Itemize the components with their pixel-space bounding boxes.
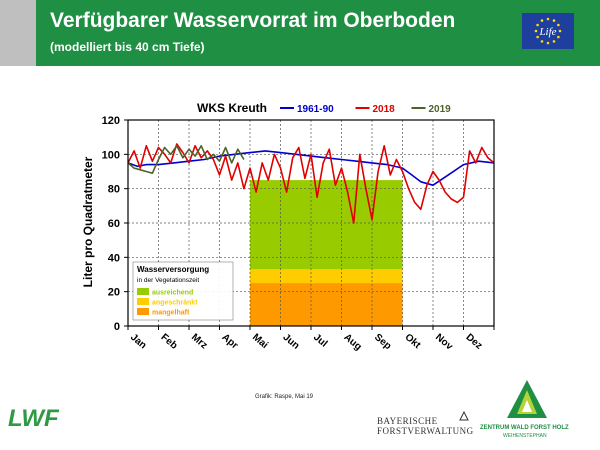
y-tick-label: 80	[108, 184, 120, 196]
eu-life-logo-icon: Life	[522, 13, 574, 49]
legend-label-2019: 2019	[429, 104, 452, 115]
eu-star-icon	[552, 19, 556, 22]
x-tick-label: Apr	[220, 332, 240, 352]
legend-label-2018: 2018	[373, 104, 396, 115]
page-title: Verfügbarer Wasservorrat im Oberboden	[50, 9, 456, 32]
lwf-logo-text: LWF	[8, 405, 60, 431]
eu-star-icon	[546, 17, 550, 21]
vegetation-legend-subtitle: in der Vegetationszeit	[137, 277, 199, 284]
eu-star-icon	[536, 35, 539, 39]
y-tick-label: 0	[114, 321, 120, 333]
header-band: Verfügbarer Wasservorrat im Oberboden (m…	[0, 0, 600, 66]
vegetation-legend-swatch	[137, 308, 149, 315]
x-tick-label: Mrz	[189, 332, 209, 352]
page-subtitle: (modelliert bis 40 cm Tiefe)	[50, 40, 205, 54]
y-tick-label: 20	[108, 287, 120, 299]
y-tick-label: 100	[102, 149, 120, 161]
zentrum-line1: ZENTRUM WALD FORST HOLZ	[480, 425, 569, 431]
water-storage-chart: WKS Kreuth 1961-90 2018 2019 Liter pro Qua…	[81, 101, 495, 353]
bayern-lion-icon	[459, 410, 469, 421]
bayern-forst-line2: FORSTVERWALTUNG	[377, 426, 474, 436]
eu-star-icon	[536, 23, 539, 27]
vegetation-band-mangelhaft	[250, 283, 403, 326]
y-tick-label: 120	[102, 115, 120, 127]
vegetation-legend-swatch	[137, 288, 149, 295]
vegetation-legend-label: mangelhaft	[152, 310, 190, 317]
zentrum-wald-logo-icon	[507, 380, 547, 418]
x-tick-label: Sep	[372, 332, 393, 352]
eu-star-icon	[558, 29, 562, 33]
x-tick-label: Jan	[128, 332, 148, 352]
vegetation-band-angespannt	[250, 269, 403, 284]
vegetation-legend-title: Wasserversorgung	[137, 265, 209, 274]
eu-star-icon	[540, 40, 544, 43]
chart-credit: Grafik: Raspe, Mai 19	[255, 394, 314, 400]
y-axis-label: Liter pro Quadratmeter	[81, 156, 95, 287]
chart-title: WKS Kreuth	[197, 101, 267, 115]
vegetation-legend-swatch	[137, 298, 149, 305]
lwf-logo-icon: LWF	[8, 405, 60, 431]
legend-label-1961-90: 1961-90	[297, 104, 334, 115]
bayern-forst-line1: BAYERISCHE	[377, 416, 438, 426]
series-line-2018	[127, 143, 495, 224]
eu-life-text: Life	[538, 26, 556, 38]
x-tick-label: Okt	[403, 332, 423, 352]
x-tick-label: Feb	[159, 332, 180, 352]
y-tick-label: 60	[108, 218, 120, 230]
x-tick-label: Jun	[281, 332, 302, 352]
eu-star-icon	[557, 35, 560, 39]
vegetation-legend-label: angeschränkt	[152, 300, 198, 307]
eu-star-icon	[540, 19, 544, 22]
zentrum-line2: WEIHENSTEPHAN	[503, 433, 547, 439]
eu-star-icon	[552, 40, 556, 43]
y-tick-label: 40	[108, 252, 120, 264]
header-left-tab	[0, 0, 36, 66]
x-tick-label: Mai	[250, 332, 270, 351]
eu-star-icon	[534, 29, 538, 33]
x-tick-label: Jul	[311, 332, 329, 350]
eu-star-icon	[546, 41, 550, 45]
x-tick-label: Nov	[433, 332, 455, 353]
x-tick-label: Dez	[464, 332, 485, 352]
x-tick-label: Aug	[342, 332, 364, 353]
series-line-2019	[127, 145, 245, 174]
vegetation-legend-box	[132, 261, 234, 321]
eu-star-icon	[557, 23, 560, 27]
vegetation-band-ausreichend	[250, 180, 403, 270]
vegetation-legend-label: ausreichend	[152, 290, 193, 297]
